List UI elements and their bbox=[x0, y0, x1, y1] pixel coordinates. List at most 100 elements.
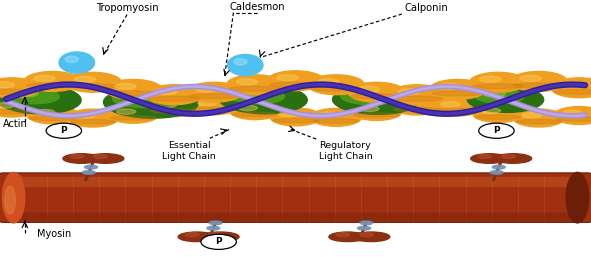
Ellipse shape bbox=[522, 113, 541, 118]
Ellipse shape bbox=[432, 91, 483, 96]
Ellipse shape bbox=[398, 89, 420, 95]
Ellipse shape bbox=[554, 107, 591, 124]
Ellipse shape bbox=[0, 85, 81, 114]
Ellipse shape bbox=[209, 221, 222, 225]
Ellipse shape bbox=[236, 79, 258, 85]
Ellipse shape bbox=[441, 102, 460, 107]
Ellipse shape bbox=[34, 76, 55, 81]
Ellipse shape bbox=[226, 75, 283, 95]
Ellipse shape bbox=[494, 154, 531, 163]
Ellipse shape bbox=[227, 88, 285, 104]
Ellipse shape bbox=[238, 105, 258, 111]
Ellipse shape bbox=[85, 165, 98, 169]
Text: Myosin: Myosin bbox=[37, 229, 71, 239]
Ellipse shape bbox=[229, 102, 281, 120]
Ellipse shape bbox=[157, 102, 176, 108]
Ellipse shape bbox=[148, 96, 199, 101]
Ellipse shape bbox=[267, 71, 324, 91]
Text: Regulatory
Light Chain: Regulatory Light Chain bbox=[319, 141, 373, 161]
FancyBboxPatch shape bbox=[7, 177, 584, 187]
Ellipse shape bbox=[329, 232, 366, 242]
Ellipse shape bbox=[352, 232, 390, 242]
Ellipse shape bbox=[362, 222, 371, 224]
Ellipse shape bbox=[351, 103, 402, 121]
Ellipse shape bbox=[492, 171, 501, 173]
Ellipse shape bbox=[148, 99, 199, 117]
Ellipse shape bbox=[236, 89, 263, 97]
Ellipse shape bbox=[333, 86, 418, 114]
Ellipse shape bbox=[86, 154, 124, 163]
Ellipse shape bbox=[212, 222, 220, 224]
Ellipse shape bbox=[209, 227, 217, 229]
Ellipse shape bbox=[209, 233, 223, 237]
Ellipse shape bbox=[74, 76, 96, 82]
Ellipse shape bbox=[70, 120, 116, 124]
Ellipse shape bbox=[348, 82, 405, 102]
Ellipse shape bbox=[556, 117, 591, 121]
Ellipse shape bbox=[0, 78, 40, 98]
Text: Calponin: Calponin bbox=[405, 3, 449, 13]
Ellipse shape bbox=[233, 59, 247, 65]
Ellipse shape bbox=[475, 115, 521, 119]
Ellipse shape bbox=[105, 79, 162, 99]
Ellipse shape bbox=[313, 119, 359, 123]
Ellipse shape bbox=[467, 86, 544, 113]
Ellipse shape bbox=[0, 82, 15, 88]
Ellipse shape bbox=[272, 118, 319, 123]
Ellipse shape bbox=[554, 89, 591, 94]
Ellipse shape bbox=[389, 85, 446, 105]
Ellipse shape bbox=[115, 84, 136, 89]
Ellipse shape bbox=[67, 109, 118, 127]
Ellipse shape bbox=[432, 98, 483, 116]
Ellipse shape bbox=[67, 84, 118, 89]
Ellipse shape bbox=[0, 109, 35, 114]
Ellipse shape bbox=[189, 94, 240, 99]
Ellipse shape bbox=[310, 86, 362, 91]
Ellipse shape bbox=[270, 82, 321, 87]
Ellipse shape bbox=[353, 113, 400, 117]
Ellipse shape bbox=[516, 119, 561, 124]
Ellipse shape bbox=[87, 166, 95, 168]
Ellipse shape bbox=[270, 108, 321, 126]
Text: Caldesmon: Caldesmon bbox=[229, 2, 285, 12]
Circle shape bbox=[46, 123, 82, 138]
Ellipse shape bbox=[145, 85, 202, 105]
Text: Tropomyosin: Tropomyosin bbox=[96, 3, 158, 13]
Ellipse shape bbox=[482, 108, 501, 114]
Ellipse shape bbox=[482, 90, 505, 97]
FancyBboxPatch shape bbox=[0, 173, 591, 222]
Ellipse shape bbox=[439, 84, 460, 89]
Ellipse shape bbox=[232, 112, 278, 116]
Ellipse shape bbox=[336, 233, 350, 237]
Ellipse shape bbox=[30, 116, 75, 121]
Ellipse shape bbox=[5, 186, 15, 214]
Ellipse shape bbox=[27, 106, 78, 124]
Ellipse shape bbox=[108, 105, 159, 123]
Ellipse shape bbox=[64, 72, 121, 92]
Ellipse shape bbox=[360, 227, 368, 229]
Ellipse shape bbox=[561, 82, 582, 88]
Ellipse shape bbox=[65, 56, 79, 62]
Ellipse shape bbox=[63, 154, 100, 163]
Ellipse shape bbox=[189, 97, 240, 115]
Ellipse shape bbox=[2, 172, 25, 223]
Ellipse shape bbox=[319, 112, 339, 117]
Ellipse shape bbox=[434, 108, 480, 113]
Ellipse shape bbox=[155, 89, 177, 95]
Ellipse shape bbox=[317, 79, 339, 85]
Ellipse shape bbox=[360, 233, 374, 237]
Ellipse shape bbox=[0, 103, 14, 108]
Ellipse shape bbox=[111, 116, 157, 120]
Text: P: P bbox=[493, 126, 500, 135]
Ellipse shape bbox=[350, 90, 375, 98]
Ellipse shape bbox=[358, 86, 379, 92]
Ellipse shape bbox=[394, 107, 440, 112]
Ellipse shape bbox=[108, 91, 159, 96]
Ellipse shape bbox=[279, 112, 298, 117]
Ellipse shape bbox=[70, 154, 84, 158]
Ellipse shape bbox=[479, 76, 501, 82]
Ellipse shape bbox=[551, 78, 591, 98]
Ellipse shape bbox=[520, 76, 541, 81]
Ellipse shape bbox=[178, 232, 215, 242]
Ellipse shape bbox=[310, 108, 362, 126]
